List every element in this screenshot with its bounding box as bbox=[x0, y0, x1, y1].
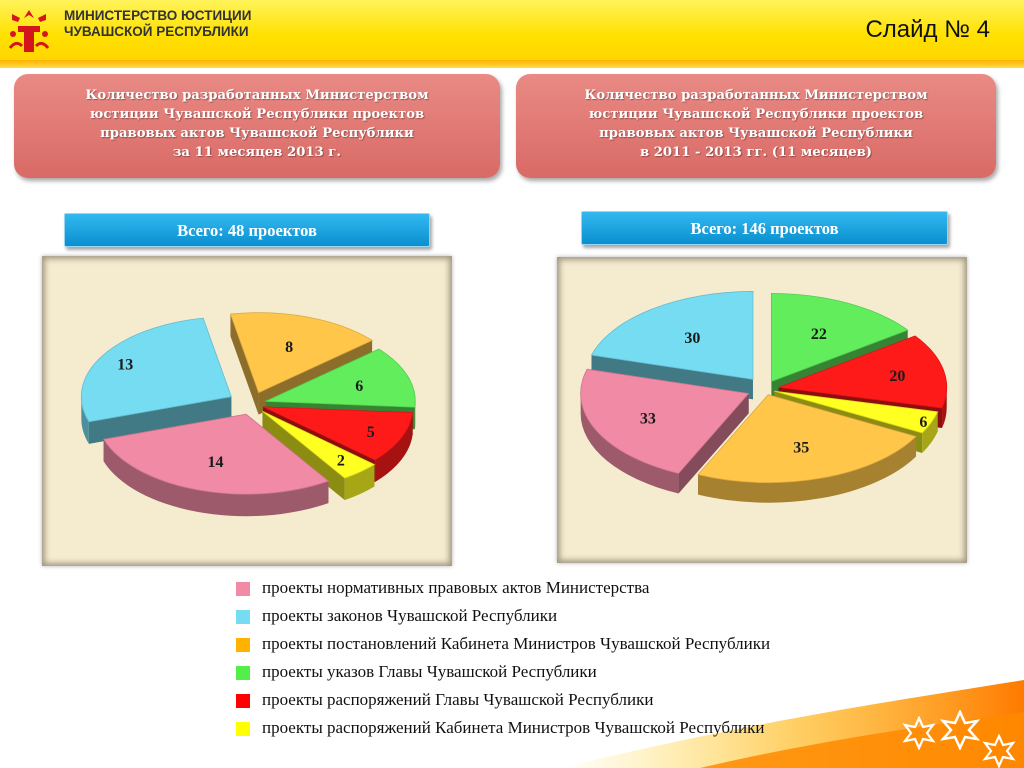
panel-right-line: в 2011 - 2013 гг. (11 месяцев) bbox=[639, 145, 873, 160]
pie-data-label: 6 bbox=[355, 378, 363, 395]
legend-label: проекты распоряжений Главы Чувашской Рес… bbox=[262, 690, 654, 709]
pie-slice-side bbox=[344, 464, 375, 501]
legend-label: проекты законов Чувашской Республики bbox=[262, 606, 558, 625]
panel-right-line: юстиции Чувашской Республики проектов bbox=[588, 107, 924, 122]
legend-swatch bbox=[236, 582, 250, 596]
panel-left-line: Количество разработанных Министерством bbox=[85, 88, 429, 103]
pie-slice-top bbox=[770, 293, 909, 383]
pie-data-label: 14 bbox=[207, 454, 223, 471]
panel-left-title: Количество разработанных Министерством ю… bbox=[14, 74, 500, 178]
pie-slice-side bbox=[942, 387, 947, 429]
legend-label: проекты нормативных правовых актов Минис… bbox=[262, 578, 650, 597]
legend-label: проекты распоряжений Кабинета Министров … bbox=[262, 718, 765, 737]
ministry-line-2: ЧУВАШСКОЙ РЕСПУБЛИКИ bbox=[64, 24, 249, 39]
pie-data-label: 30 bbox=[684, 330, 700, 347]
pie-chart-right: 22 20 6 35 33 30 bbox=[580, 291, 948, 503]
legend-swatch bbox=[236, 694, 250, 708]
pie-slice-wall bbox=[88, 396, 232, 444]
pie-slice bbox=[80, 317, 232, 444]
pie-slice-top bbox=[80, 317, 232, 423]
pie-slice-top bbox=[229, 312, 373, 394]
panel-left-line: юстиции Чувашской Республики проектов bbox=[89, 107, 425, 122]
pie-slice-top bbox=[103, 413, 330, 495]
legend-label: проекты постановлений Кабинета Министров… bbox=[262, 634, 771, 653]
pie-slice-top bbox=[774, 390, 939, 434]
pie-slice bbox=[580, 368, 750, 494]
legend-label: проекты указов Главы Чувашской Республик… bbox=[262, 662, 597, 681]
pie-slice-side bbox=[375, 412, 413, 483]
ministry-line-1: МИНИСТЕРСТВО ЮСТИЦИИ bbox=[64, 8, 252, 23]
pie-slice bbox=[262, 410, 376, 501]
pie-slice bbox=[103, 413, 330, 517]
pie-slice-wall bbox=[678, 393, 749, 494]
chart-frame-left: 8 6 5 2 14 13 bbox=[42, 256, 452, 566]
legend-swatch bbox=[236, 722, 250, 736]
panel-right-line: Количество разработанных Министерством bbox=[584, 88, 928, 103]
pie-data-label: 8 bbox=[285, 339, 293, 356]
pie-data-label: 20 bbox=[889, 368, 905, 385]
panel-right-title: Количество разработанных Министерством ю… bbox=[516, 74, 996, 178]
panel-left-line: за 11 месяцев 2013 г. bbox=[173, 145, 341, 160]
pie-slice-top bbox=[262, 410, 376, 479]
total-left-badge: Всего: 48 проектов bbox=[64, 213, 430, 247]
star-ornament-icon bbox=[982, 734, 1016, 768]
panel-left-line: правовых актов Чувашской Республики bbox=[100, 126, 414, 141]
pie-slice-side bbox=[922, 411, 938, 453]
legend-swatch bbox=[236, 610, 250, 624]
pie-slice-side bbox=[81, 396, 89, 444]
pie-slice-top bbox=[580, 368, 750, 474]
pie-slice-top bbox=[778, 335, 948, 409]
panel-right-line: правовых актов Чувашской Республики bbox=[599, 126, 913, 141]
legend-swatch bbox=[236, 638, 250, 652]
pie-data-label: 6 bbox=[919, 414, 927, 431]
pie-data-label: 35 bbox=[793, 439, 809, 456]
chart-frame-right: 22 20 6 35 33 30 bbox=[557, 257, 967, 563]
pie-slice-top bbox=[262, 406, 414, 461]
legend-swatch bbox=[236, 666, 250, 680]
chuvash-emblem-icon bbox=[8, 10, 50, 52]
pie-data-label: 33 bbox=[640, 411, 656, 428]
pie-slice-top bbox=[265, 348, 416, 408]
pie-data-label: 22 bbox=[811, 326, 827, 343]
pie-slice-side bbox=[103, 439, 329, 517]
ministry-name: МИНИСТЕРСТВО ЮСТИЦИИ ЧУВАШСКОЙ РЕСПУБЛИК… bbox=[64, 8, 251, 40]
pie-chart-left: 8 6 5 2 14 13 bbox=[80, 312, 416, 517]
header-underline bbox=[0, 60, 1024, 68]
slide-number: Слайд № 4 bbox=[865, 16, 990, 43]
pie-slice bbox=[697, 394, 917, 503]
pie-slice-wall bbox=[230, 314, 259, 415]
star-ornament-icon bbox=[902, 716, 936, 750]
pie-slice-side bbox=[698, 436, 917, 503]
pie-data-label: 2 bbox=[337, 453, 345, 470]
pie-slice-top bbox=[590, 291, 754, 380]
pie-slice-side bbox=[580, 393, 679, 494]
pie-slice-top bbox=[697, 394, 917, 484]
total-right-badge: Всего: 146 проектов bbox=[581, 211, 948, 245]
pie-data-label: 5 bbox=[367, 424, 375, 441]
pie-data-label: 13 bbox=[117, 356, 133, 373]
star-ornament-icon bbox=[940, 710, 980, 750]
